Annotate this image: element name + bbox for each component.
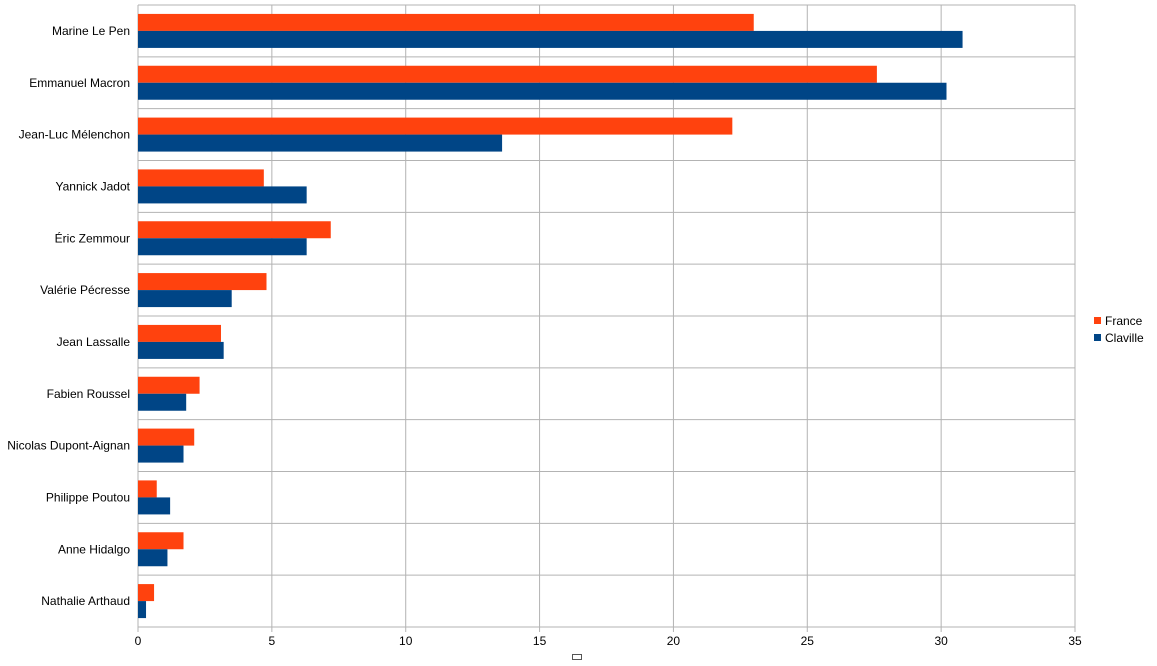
category-label-10: Anne Hidalgo bbox=[58, 542, 130, 556]
bar-france-9 bbox=[138, 480, 157, 498]
category-label-11: Nathalie Arthaud bbox=[41, 594, 130, 608]
bar-france-8 bbox=[138, 428, 195, 446]
bar-claville-11 bbox=[138, 601, 147, 619]
bar-claville-4 bbox=[138, 238, 307, 256]
category-label-2: Jean-Luc Mélenchon bbox=[19, 128, 130, 142]
x-tick-label-5: 25 bbox=[801, 634, 815, 648]
x-tick-label-6: 30 bbox=[934, 634, 948, 648]
bar-claville-7 bbox=[138, 393, 187, 411]
category-label-7: Fabien Roussel bbox=[47, 387, 130, 401]
bar-claville-3 bbox=[138, 186, 307, 204]
bar-france-10 bbox=[138, 532, 184, 550]
category-label-1: Emmanuel Macron bbox=[29, 76, 130, 90]
category-label-9: Philippe Poutou bbox=[46, 490, 130, 504]
x-tick-label-0: 0 bbox=[135, 634, 142, 648]
legend-label-france: France bbox=[1105, 313, 1143, 328]
bar-france-0 bbox=[138, 13, 754, 31]
bar-claville-0 bbox=[138, 30, 963, 48]
bar-france-11 bbox=[138, 584, 155, 602]
x-tick-label-1: 5 bbox=[269, 634, 276, 648]
bar-france-2 bbox=[138, 117, 733, 135]
category-label-4: Éric Zemmour bbox=[55, 230, 130, 245]
bar-france-4 bbox=[138, 221, 331, 239]
legend-item-claville: Claville bbox=[1094, 329, 1144, 346]
bar-france-5 bbox=[138, 273, 267, 291]
legend-swatch-claville bbox=[1094, 334, 1101, 341]
bar-claville-5 bbox=[138, 290, 232, 308]
bar-claville-1 bbox=[138, 82, 947, 100]
category-label-3: Yannick Jadot bbox=[56, 179, 131, 193]
bar-france-3 bbox=[138, 169, 264, 187]
bar-france-6 bbox=[138, 324, 221, 342]
bar-claville-9 bbox=[138, 497, 171, 515]
x-tick-label-7: 35 bbox=[1068, 634, 1082, 648]
bar-claville-2 bbox=[138, 134, 503, 152]
legend: France Claville bbox=[1094, 312, 1144, 346]
category-label-5: Valérie Pécresse bbox=[40, 283, 130, 297]
category-label-8: Nicolas Dupont-Aignan bbox=[7, 439, 130, 453]
bar-claville-6 bbox=[138, 341, 224, 359]
bar-claville-10 bbox=[138, 549, 168, 567]
bar-france-7 bbox=[138, 376, 200, 394]
legend-label-claville: Claville bbox=[1105, 330, 1144, 345]
legend-swatch-france bbox=[1094, 317, 1101, 324]
category-label-6: Jean Lassalle bbox=[57, 335, 131, 349]
bar-france-1 bbox=[138, 65, 877, 83]
legend-item-france: France bbox=[1094, 312, 1144, 329]
x-tick-label-3: 15 bbox=[533, 634, 547, 648]
x-tick-label-4: 20 bbox=[667, 634, 681, 648]
x-tick-label-2: 10 bbox=[399, 634, 413, 648]
category-label-0: Marine Le Pen bbox=[52, 24, 130, 38]
bar-claville-8 bbox=[138, 445, 184, 463]
x-axis-title-box bbox=[572, 654, 582, 660]
